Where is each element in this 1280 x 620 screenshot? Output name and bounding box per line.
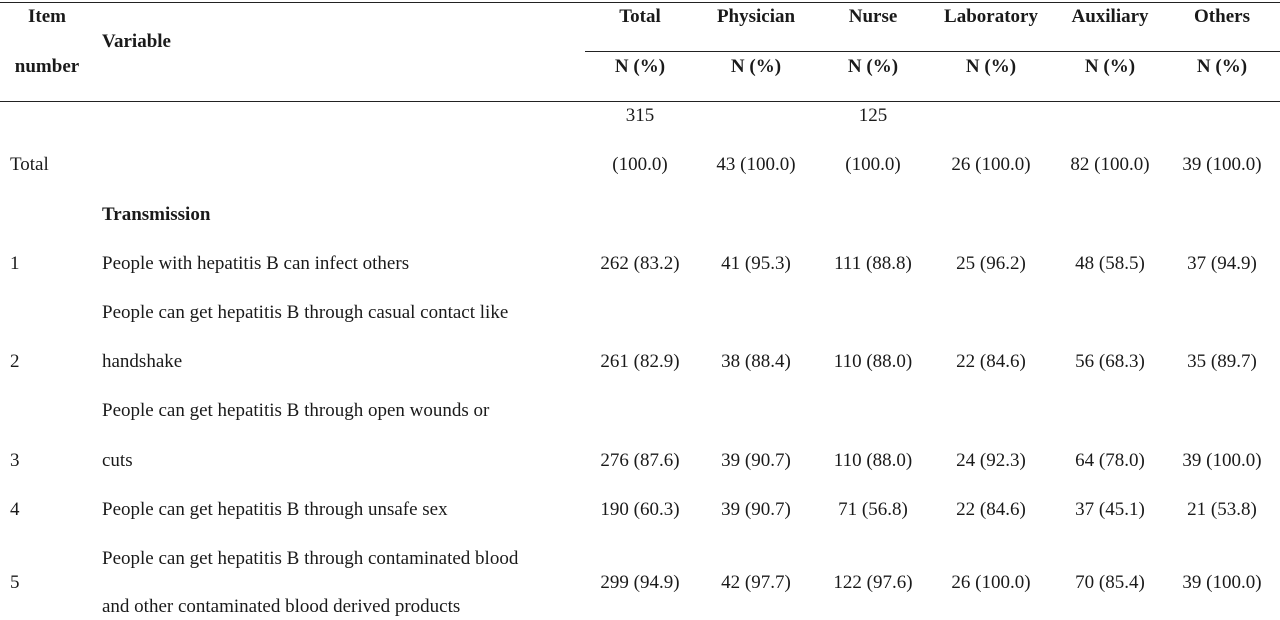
row-value-others: 37 (94.9) [1187, 253, 1257, 274]
header-unit: N (%) [614, 56, 666, 77]
row-value-laboratory: 26 (100.0) [951, 572, 1031, 593]
row-variable: People can get hepatitis B through open … [102, 400, 490, 421]
row-value-others: 21 (53.8) [1187, 499, 1257, 520]
row-value-total: 261 (82.9) [600, 351, 680, 372]
row-value-others: 39 (100.0) [1182, 450, 1262, 471]
header-unit: N (%) [847, 56, 899, 77]
row-value-total: 190 (60.3) [600, 499, 680, 520]
row-variable: People with hepatitis B can infect other… [102, 253, 410, 274]
header-variable: Variable [102, 31, 171, 52]
total-row-nurse-line1: 125 [858, 105, 888, 126]
row-value-total: 276 (87.6) [600, 450, 680, 471]
row-value-physician: 39 (90.7) [721, 450, 791, 471]
header-col-nurse: Nurse [848, 6, 898, 27]
header-col-auxiliary: Auxiliary [1071, 6, 1149, 27]
row-value-physician: 38 (88.4) [721, 351, 791, 372]
total-row-label: Total [10, 154, 49, 175]
header-bottom-rule [0, 101, 1280, 102]
header-item-number-line1: Item [28, 6, 66, 27]
row-value-nurse: 122 (97.6) [833, 572, 913, 593]
header-col-others: Others [1194, 6, 1250, 27]
row-value-auxiliary: 70 (85.4) [1075, 572, 1145, 593]
total-row-total-line2: (100.0) [612, 154, 668, 175]
header-col-laboratory: Laboratory [944, 6, 1038, 27]
row-value-laboratory: 22 (84.6) [956, 351, 1026, 372]
row-variable-continued: cuts [102, 450, 133, 471]
row-variable: People can get hepatitis B through conta… [102, 548, 519, 569]
row-value-auxiliary: 64 (78.0) [1075, 450, 1145, 471]
row-value-nurse: 110 (88.0) [833, 351, 913, 372]
total-row-total-line1: 315 [625, 105, 655, 126]
total-row-nurse-line2: (100.0) [845, 154, 901, 175]
total-row-auxiliary: 82 (100.0) [1070, 154, 1150, 175]
row-number: 3 [10, 450, 20, 471]
row-value-laboratory: 22 (84.6) [956, 499, 1026, 520]
total-row-physician: 43 (100.0) [716, 154, 796, 175]
row-value-physician: 42 (97.7) [721, 572, 791, 593]
row-variable: People can get hepatitis B through unsaf… [102, 499, 448, 520]
header-col-physician: Physician [716, 6, 796, 27]
row-value-physician: 39 (90.7) [721, 499, 791, 520]
header-item-number-line2: number [14, 56, 80, 77]
row-value-laboratory: 24 (92.3) [956, 450, 1026, 471]
header-unit: N (%) [965, 56, 1017, 77]
row-value-total: 299 (94.9) [600, 572, 680, 593]
row-variable: People can get hepatitis B through casua… [102, 302, 509, 323]
row-value-others: 35 (89.7) [1187, 351, 1257, 372]
row-value-auxiliary: 48 (58.5) [1075, 253, 1145, 274]
row-value-nurse: 111 (88.8) [834, 253, 912, 274]
row-value-physician: 41 (95.3) [721, 253, 791, 274]
table-top-rule [0, 2, 1280, 3]
row-number: 5 [10, 572, 20, 593]
header-col-total: Total [619, 6, 661, 27]
row-value-total: 262 (83.2) [600, 253, 680, 274]
row-number: 1 [10, 253, 20, 274]
header-sub-rule [585, 51, 1280, 52]
row-value-nurse: 71 (56.8) [838, 499, 908, 520]
total-row-others: 39 (100.0) [1182, 154, 1262, 175]
total-row-laboratory: 26 (100.0) [951, 154, 1031, 175]
row-variable-continued: and other contaminated blood derived pro… [102, 596, 461, 617]
section-heading: Transmission [102, 204, 211, 225]
row-number: 4 [10, 499, 20, 520]
row-value-nurse: 110 (88.0) [833, 450, 913, 471]
row-value-auxiliary: 56 (68.3) [1075, 351, 1145, 372]
row-value-others: 39 (100.0) [1182, 572, 1262, 593]
header-unit: N (%) [1196, 56, 1248, 77]
row-value-laboratory: 25 (96.2) [956, 253, 1026, 274]
header-unit: N (%) [730, 56, 782, 77]
row-value-auxiliary: 37 (45.1) [1075, 499, 1145, 520]
row-number: 2 [10, 351, 20, 372]
row-variable-continued: handshake [102, 351, 183, 372]
header-unit: N (%) [1084, 56, 1136, 77]
